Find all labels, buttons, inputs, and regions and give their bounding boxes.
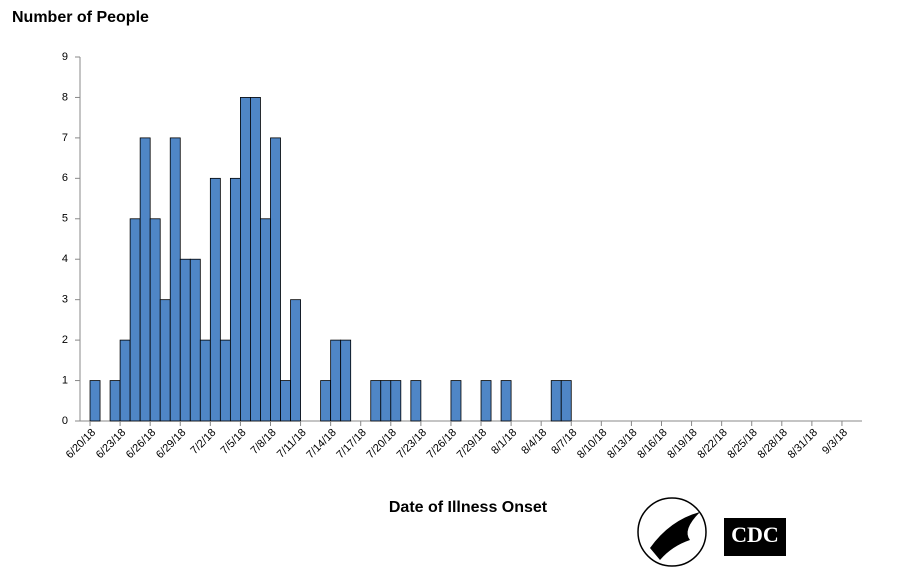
x-axis-title: Date of Illness Onset — [389, 499, 548, 516]
x-tick-label: 8/28/18 — [756, 427, 790, 461]
x-tick-label: 7/2/18 — [188, 427, 218, 457]
y-tick-label: 3 — [62, 294, 68, 306]
bar — [280, 380, 291, 422]
cdc-logo: CDC — [724, 518, 786, 556]
x-tick-label: 8/4/18 — [519, 427, 549, 457]
bar — [219, 339, 231, 422]
y-tick-label: 4 — [62, 253, 68, 265]
bar — [450, 380, 462, 422]
bar — [139, 137, 151, 422]
x-tick-label: 6/26/18 — [124, 427, 158, 461]
y-tick-label: 2 — [62, 334, 68, 346]
y-tick-label: 8 — [62, 91, 68, 103]
x-tick-label: 8/1/18 — [489, 427, 519, 457]
x-tick-label: 8/13/18 — [605, 427, 639, 461]
bar — [340, 339, 352, 422]
x-tick-label: 7/20/18 — [365, 427, 399, 461]
bar — [89, 380, 101, 422]
cdc-text: CDC — [731, 522, 779, 547]
bar — [550, 380, 562, 422]
x-tick-label: 7/26/18 — [425, 427, 459, 461]
y-tick-label: 7 — [62, 132, 68, 144]
bar — [320, 380, 332, 422]
hhs-logo — [637, 497, 707, 567]
bar — [270, 137, 281, 422]
x-tick-label: 8/22/18 — [695, 427, 729, 461]
x-tick-label: 6/23/18 — [94, 427, 128, 461]
bar — [390, 380, 402, 422]
bar — [199, 339, 211, 422]
x-tick-label: 7/5/18 — [218, 427, 248, 457]
x-tick-label: 8/31/18 — [786, 427, 820, 461]
bar — [109, 380, 121, 422]
bar — [169, 137, 181, 422]
bar — [370, 380, 382, 422]
x-tick-label: 6/29/18 — [154, 427, 188, 461]
bar — [380, 380, 392, 422]
bar — [149, 218, 161, 422]
bar — [410, 380, 422, 422]
bar — [129, 218, 141, 422]
bar — [250, 97, 261, 422]
y-tick-label: 0 — [62, 415, 68, 427]
bar — [119, 339, 131, 422]
hhs-eagle — [650, 512, 700, 560]
bar — [159, 299, 171, 422]
bar — [500, 380, 512, 422]
x-tick-label: 8/25/18 — [725, 427, 759, 461]
x-tick-label: 8/10/18 — [575, 427, 609, 461]
bar — [260, 218, 271, 422]
bar — [290, 299, 301, 422]
bar — [480, 380, 492, 422]
x-tick-label: 7/29/18 — [455, 427, 489, 461]
bar — [240, 97, 251, 422]
x-tick-label: 7/17/18 — [334, 427, 368, 461]
x-tick-label: 7/23/18 — [395, 427, 429, 461]
y-tick-label: 1 — [62, 374, 68, 386]
chart-title: Number of People — [12, 9, 149, 26]
bar — [330, 339, 342, 422]
y-tick-label: 6 — [62, 172, 68, 184]
y-tick-label: 5 — [62, 213, 68, 225]
x-tick-label: 6/20/18 — [64, 427, 98, 461]
bar — [229, 177, 241, 422]
bar — [560, 380, 572, 422]
bar — [209, 177, 221, 422]
x-tick-label: 7/14/18 — [304, 427, 338, 461]
x-tick-label: 9/3/18 — [820, 427, 850, 457]
hhs-ring — [637, 497, 707, 567]
cdc-box — [724, 518, 786, 556]
y-tick-label: 9 — [62, 51, 68, 63]
x-tick-label: 8/19/18 — [665, 427, 699, 461]
bar — [179, 258, 191, 422]
x-tick-label: 7/11/18 — [275, 427, 309, 461]
x-tick-label: 8/16/18 — [635, 427, 669, 461]
bar — [189, 258, 201, 422]
